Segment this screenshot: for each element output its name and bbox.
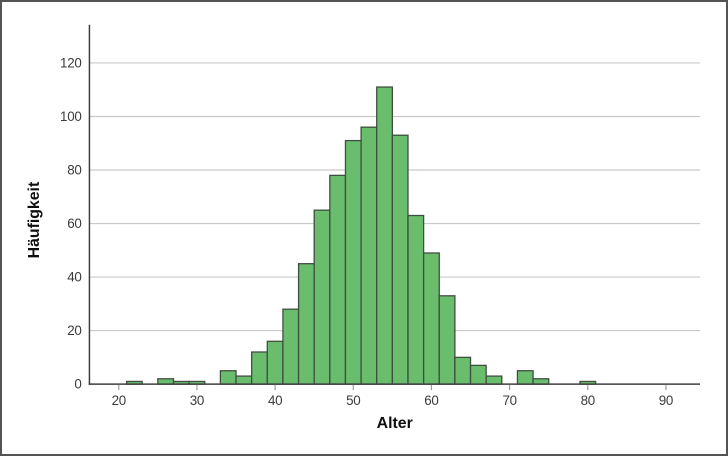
- histogram-bar: [391, 134, 409, 385]
- histogram-bar: [485, 375, 503, 385]
- histogram-bar: [407, 214, 425, 385]
- x-tick-label: 70: [502, 393, 516, 408]
- histogram-bar: [532, 378, 550, 385]
- histogram-bar: [438, 295, 456, 385]
- histogram-bar: [282, 308, 300, 385]
- y-tick-label: 20: [67, 323, 81, 338]
- histogram-bar: [235, 375, 253, 385]
- x-tick-label: 80: [581, 393, 595, 408]
- y-tick-label: 40: [67, 270, 81, 285]
- histogram-bar: [297, 263, 315, 385]
- y-tick-label: 0: [74, 377, 81, 392]
- histogram-bar: [329, 174, 347, 385]
- y-tick-label: 80: [67, 162, 81, 177]
- x-tick-label: 90: [659, 393, 673, 408]
- histogram-bar: [344, 139, 362, 385]
- x-tick-label: 20: [112, 393, 126, 408]
- histogram-bar: [360, 126, 378, 385]
- x-tick-label: 40: [268, 393, 282, 408]
- histogram-bar: [422, 252, 440, 385]
- x-tick-label: 30: [190, 393, 204, 408]
- axes-group: [88, 24, 701, 385]
- histogram-bar: [219, 370, 237, 385]
- x-axis-label: Alter: [377, 415, 413, 432]
- histogram-bar: [313, 209, 331, 385]
- histogram-bar: [516, 370, 534, 385]
- y-tick-label: 100: [60, 109, 81, 124]
- histogram-bar: [376, 86, 394, 385]
- histogram-bar: [157, 378, 175, 385]
- y-tick-label: 120: [60, 55, 81, 70]
- y-axis-label: Häufigkeit: [26, 181, 43, 258]
- histogram-bar: [266, 340, 284, 385]
- tick-labels-group: 20 30 40 50 60 70 80 90 0 20 40 60 80 100 120: [60, 55, 673, 408]
- histogram-bar: [454, 356, 472, 385]
- histogram-bar: [469, 364, 487, 385]
- tick-marks-group: [118, 385, 667, 391]
- x-tick-label: 60: [424, 393, 438, 408]
- bars-group: [125, 86, 597, 385]
- y-tick-label: 60: [67, 216, 81, 231]
- histogram-bar: [251, 351, 268, 385]
- x-tick-label: 50: [346, 393, 360, 408]
